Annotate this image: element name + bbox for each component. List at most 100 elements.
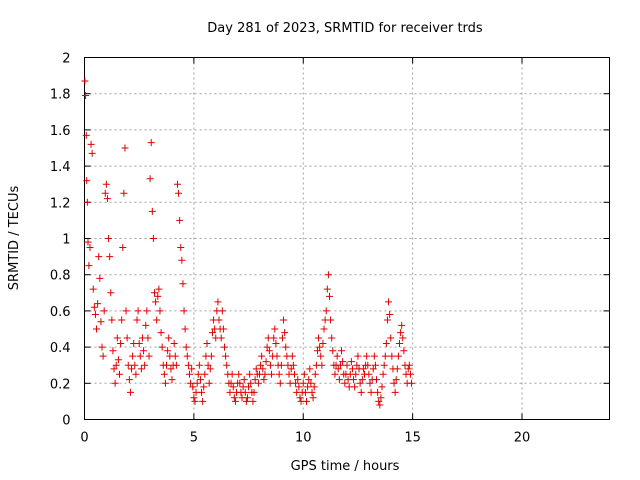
data-point bbox=[81, 77, 89, 85]
data-point bbox=[119, 244, 127, 252]
data-point bbox=[348, 365, 356, 373]
y-tick-label: 2 bbox=[62, 52, 70, 67]
data-point bbox=[370, 352, 378, 360]
data-point bbox=[387, 334, 395, 342]
data-point bbox=[170, 339, 178, 347]
data-point bbox=[335, 376, 343, 384]
data-point bbox=[374, 388, 382, 396]
data-point bbox=[226, 388, 234, 396]
y-tick-label: 1 bbox=[62, 233, 70, 248]
data-point bbox=[131, 361, 139, 369]
data-point bbox=[218, 307, 226, 315]
data-point bbox=[84, 238, 92, 246]
data-point bbox=[323, 285, 331, 293]
y-tick-label: 0.8 bbox=[50, 269, 71, 284]
data-point bbox=[294, 376, 302, 384]
data-point bbox=[390, 379, 398, 387]
data-point bbox=[95, 253, 103, 261]
data-point bbox=[106, 253, 114, 261]
y-tick-label: 1.6 bbox=[50, 124, 71, 139]
data-point bbox=[303, 397, 311, 405]
data-point bbox=[394, 352, 402, 360]
data-point bbox=[328, 334, 336, 342]
data-point bbox=[317, 352, 325, 360]
data-point bbox=[214, 298, 222, 306]
data-point bbox=[155, 285, 163, 293]
data-point bbox=[156, 307, 164, 315]
data-point bbox=[385, 298, 393, 306]
data-point bbox=[144, 334, 152, 342]
data-point bbox=[160, 370, 168, 378]
x-tick-label: 15 bbox=[404, 431, 421, 446]
data-points bbox=[81, 77, 416, 409]
data-point bbox=[318, 361, 326, 369]
data-point bbox=[288, 352, 296, 360]
data-point bbox=[386, 311, 394, 319]
data-point bbox=[334, 365, 342, 373]
data-point bbox=[134, 307, 142, 315]
data-point bbox=[246, 370, 254, 378]
data-point bbox=[165, 334, 173, 342]
data-point bbox=[369, 365, 377, 373]
data-point bbox=[351, 383, 359, 391]
data-point bbox=[305, 376, 313, 384]
data-point bbox=[118, 316, 126, 324]
data-point bbox=[121, 144, 129, 152]
data-point bbox=[102, 180, 110, 188]
data-point bbox=[381, 352, 389, 360]
data-point bbox=[241, 388, 249, 396]
data-point bbox=[282, 343, 290, 351]
data-point bbox=[136, 352, 144, 360]
data-point bbox=[352, 370, 360, 378]
data-point bbox=[261, 370, 269, 378]
data-point bbox=[178, 256, 186, 264]
data-point bbox=[173, 180, 181, 188]
data-point bbox=[175, 189, 183, 197]
data-point bbox=[135, 339, 143, 347]
data-point bbox=[186, 370, 193, 378]
data-point bbox=[404, 365, 412, 373]
data-point bbox=[343, 361, 351, 369]
data-point bbox=[333, 352, 341, 360]
data-point bbox=[190, 394, 198, 402]
data-point bbox=[275, 370, 283, 378]
data-point bbox=[193, 379, 201, 387]
data-point bbox=[182, 343, 190, 351]
data-point bbox=[236, 379, 244, 387]
data-point bbox=[199, 397, 207, 405]
data-point bbox=[380, 361, 388, 369]
data-point bbox=[356, 379, 364, 387]
data-point bbox=[324, 271, 332, 279]
data-point bbox=[258, 352, 266, 360]
data-point bbox=[371, 361, 379, 369]
data-point bbox=[109, 347, 117, 355]
data-point bbox=[103, 195, 111, 203]
data-point bbox=[177, 244, 185, 252]
data-point bbox=[114, 356, 122, 364]
data-point bbox=[100, 307, 108, 315]
data-point bbox=[123, 334, 131, 342]
y-tick-label: 0 bbox=[62, 414, 70, 429]
data-point bbox=[196, 376, 204, 384]
data-point bbox=[399, 334, 407, 342]
data-point bbox=[191, 397, 199, 405]
data-point bbox=[373, 376, 381, 384]
data-point bbox=[270, 334, 278, 342]
data-point bbox=[231, 397, 239, 405]
data-point bbox=[229, 383, 237, 391]
data-point bbox=[223, 361, 231, 369]
data-point bbox=[277, 361, 285, 369]
data-point bbox=[375, 397, 383, 405]
data-point bbox=[105, 235, 113, 242]
data-point bbox=[153, 316, 161, 324]
data-point bbox=[208, 329, 216, 337]
data-point bbox=[107, 289, 115, 297]
x-tick-label: 20 bbox=[514, 431, 531, 446]
grid bbox=[84, 57, 610, 420]
data-point bbox=[82, 92, 90, 100]
data-point bbox=[215, 316, 223, 324]
data-point bbox=[347, 358, 355, 366]
data-point bbox=[140, 347, 148, 355]
data-point bbox=[217, 334, 225, 342]
y-tick-label: 0.2 bbox=[50, 377, 71, 392]
